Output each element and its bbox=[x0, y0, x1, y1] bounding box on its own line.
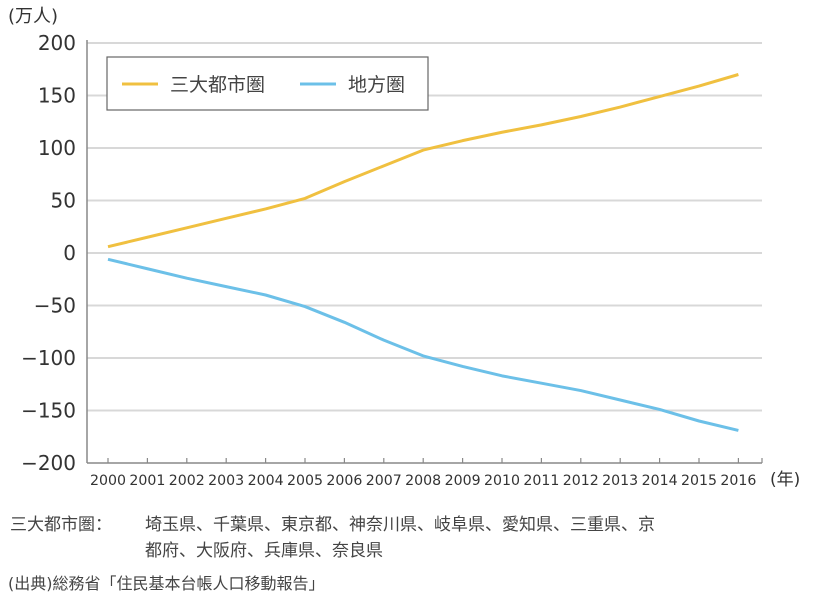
x-tick-label: 2014 bbox=[642, 473, 678, 489]
y-tick-labels: 200 150 100 50 0 −50 −100 −150 −200 bbox=[21, 31, 76, 475]
x-tick-label: 2005 bbox=[287, 473, 323, 489]
x-tick-label: 2015 bbox=[681, 473, 717, 489]
x-tick-label: 2009 bbox=[445, 473, 481, 489]
x-tick-label: 2004 bbox=[248, 473, 284, 489]
x-tick-labels: 2000 2001 2002 2003 2004 2005 2006 2007 2008 2009… bbox=[90, 473, 756, 489]
legend-box bbox=[106, 56, 429, 111]
x-tick-label: 2006 bbox=[326, 473, 362, 489]
x-unit-label: (年) bbox=[770, 470, 800, 490]
legend-label-regional: 地方圏 bbox=[348, 74, 405, 96]
definition-label: 三大都市圏： bbox=[10, 515, 112, 535]
x-tick-label: 2012 bbox=[563, 473, 599, 489]
x-tick-label: 2011 bbox=[523, 473, 559, 489]
y-unit-label: (万人) bbox=[8, 6, 58, 27]
y-tick-label: 0 bbox=[63, 241, 76, 265]
series-lines bbox=[107, 73, 739, 432]
x-tick-label: 2008 bbox=[405, 473, 441, 489]
y-tick-label: −200 bbox=[21, 451, 76, 475]
y-tick-label: 150 bbox=[38, 84, 76, 108]
source-note: (出典)総務省「住民基本台帳人口移動報告」 bbox=[8, 574, 325, 593]
x-tick-label: 2016 bbox=[720, 473, 756, 489]
definition-line-1: 埼玉県、千葉県、東京都、神奈川県、岐阜県、愛知県、三重県、京 bbox=[145, 515, 655, 535]
legend: 三大都市圏 地方圏 bbox=[106, 56, 429, 111]
legend-label-metro: 三大都市圏 bbox=[170, 74, 265, 96]
x-tick-label: 2000 bbox=[90, 473, 126, 489]
series-line-regional bbox=[107, 257, 739, 432]
y-tick-label: −100 bbox=[21, 346, 76, 370]
y-tick-label: −50 bbox=[34, 294, 76, 318]
x-tick-label: 2001 bbox=[129, 473, 165, 489]
y-tick-label: 50 bbox=[51, 189, 76, 213]
x-tick-label: 2002 bbox=[169, 473, 205, 489]
x-tick-label: 2010 bbox=[484, 473, 520, 489]
y-tick-label: −150 bbox=[21, 399, 76, 423]
definition-line-2: 都府、大阪府、兵庫県、奈良県 bbox=[145, 541, 383, 561]
y-tick-label: 100 bbox=[38, 136, 76, 160]
y-tick-label: 200 bbox=[38, 31, 76, 55]
x-tick-label: 2013 bbox=[602, 473, 638, 489]
x-tick-label: 2007 bbox=[366, 473, 402, 489]
x-tick-label: 2003 bbox=[208, 473, 244, 489]
